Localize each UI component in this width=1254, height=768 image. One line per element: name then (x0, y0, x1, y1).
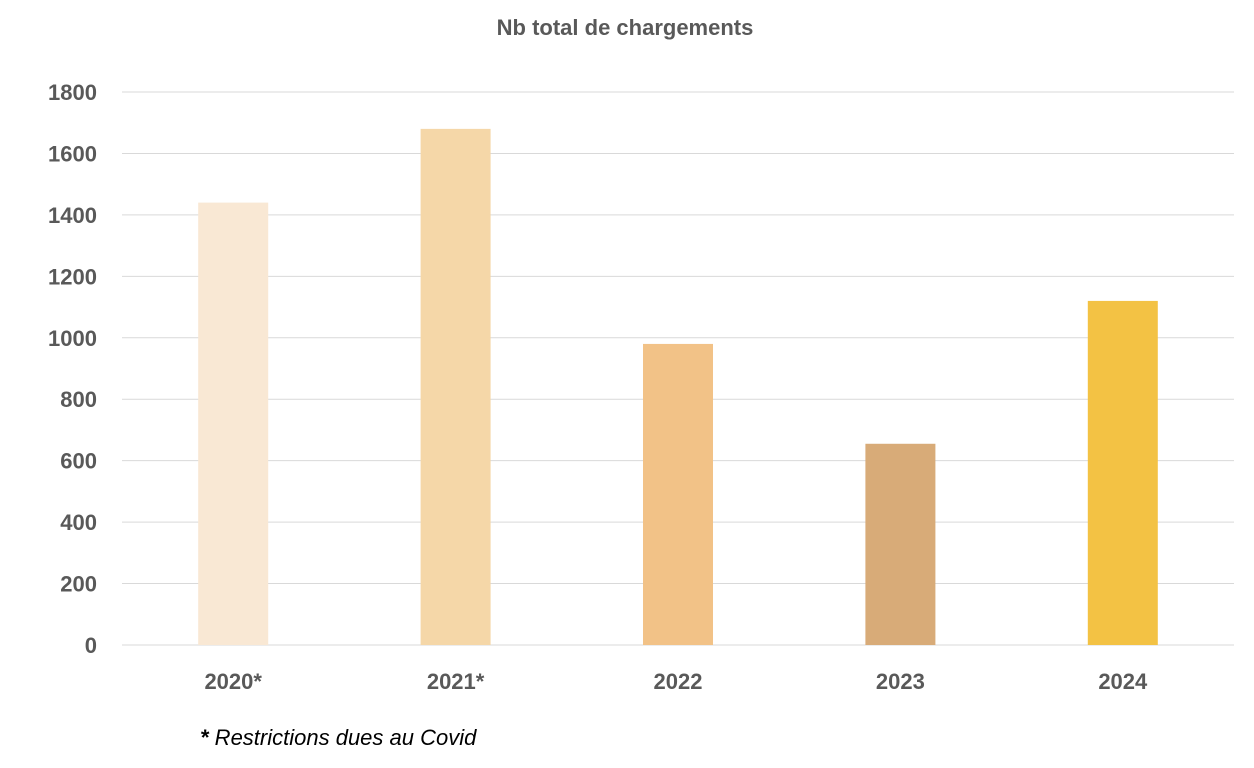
bar-2023 (865, 443, 936, 645)
x-tick-label: 2023 (876, 669, 925, 694)
y-tick-label: 1600 (48, 141, 97, 166)
bar-2022 (643, 343, 713, 645)
y-tick-label: 0 (85, 633, 97, 658)
bar-2021 (420, 128, 491, 645)
y-tick-label: 1000 (48, 326, 97, 351)
y-tick-label: 200 (60, 572, 97, 597)
y-tick-label: 1800 (48, 80, 97, 105)
y-tick-label: 400 (60, 510, 97, 535)
x-tick-label: 2024 (1098, 669, 1148, 694)
y-tick-label: 1200 (48, 264, 97, 289)
bar-2020 (198, 202, 269, 645)
x-tick-label: 2021* (427, 669, 485, 694)
x-tick-label: 2020* (204, 669, 262, 694)
x-tick-label: 2022 (654, 669, 703, 694)
y-axis-tick-labels: 0 200 400 600 800 1000 1200 1400 1600 1800 (48, 80, 97, 658)
x-axis-tick-labels: 2020* 2021* 2022 2023 2024 (204, 669, 1148, 694)
bars (198, 128, 1158, 645)
footnote-star: * (200, 725, 210, 750)
footnote-text: Restrictions dues au Covid (209, 725, 478, 750)
chart-title: Nb total de chargements (497, 15, 754, 40)
y-tick-label: 1400 (48, 203, 97, 228)
bar-2024 (1087, 300, 1158, 645)
y-tick-label: 800 (60, 387, 97, 412)
footnote: * Restrictions dues au Covid (200, 725, 477, 750)
y-tick-label: 600 (60, 449, 97, 474)
